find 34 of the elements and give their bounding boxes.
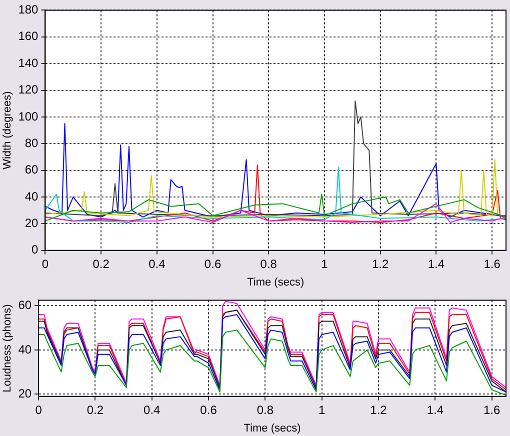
y-tick-label: 20 (18, 386, 32, 400)
y-tick-label: 60 (18, 298, 32, 312)
y-tick-label: 60 (24, 162, 39, 177)
x-tick-label: 1.2 (370, 402, 388, 417)
x-tick-label: 0.2 (92, 256, 110, 271)
y-tick-label: 120 (18, 82, 39, 97)
y-tick-label: 180 (18, 2, 39, 17)
y-tick-label: 40 (24, 189, 39, 204)
y-axis-title: Width (degrees) (2, 91, 14, 170)
x-tick-label: 0.2 (86, 402, 104, 417)
x-tick-label: 0.8 (256, 402, 274, 417)
y-tick-label: 160 (18, 29, 39, 44)
x-tick-label: 1.6 (483, 402, 500, 417)
x-tick-label: 1 (318, 402, 326, 417)
x-tick-label: 0 (42, 256, 49, 271)
x-tick-label: 0.4 (148, 256, 166, 271)
x-tick-label: 0.6 (200, 402, 218, 417)
x-tick-label: 0.4 (144, 402, 161, 417)
y-tick-label: 0 (32, 242, 39, 257)
x-tick-label: 0.6 (204, 256, 222, 271)
y-tick-label: 80 (24, 136, 39, 150)
x-tick-label: 1.4 (428, 256, 445, 271)
y-tick-label: 140 (18, 56, 39, 70)
x-tick-label: 0.8 (260, 256, 278, 271)
x-tick-label: 1.2 (372, 256, 389, 271)
y-tick-label: 100 (18, 109, 39, 124)
x-axis-title: Time (secs) (244, 422, 301, 434)
y-tick-label: 20 (24, 216, 39, 230)
x-tick-label: 1.4 (426, 402, 444, 417)
y-axis-title: Loudness (phons) (2, 304, 14, 392)
x-tick-label: 1.6 (484, 256, 501, 271)
y-tick-label: 40 (18, 342, 32, 356)
x-tick-label: 1 (321, 256, 328, 271)
x-axis-title: Time (secs) (247, 276, 304, 288)
